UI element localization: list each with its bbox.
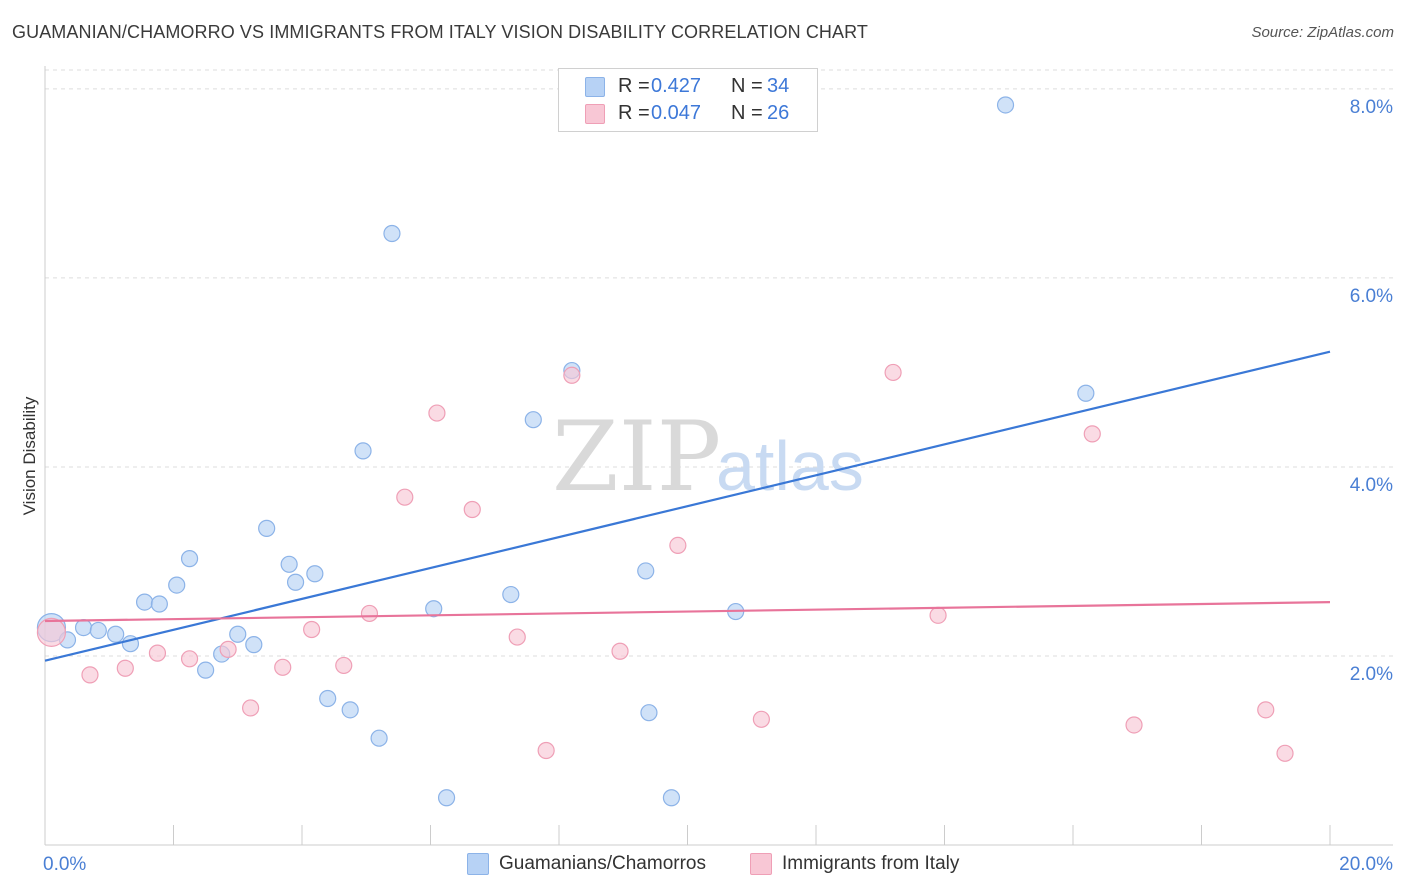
- data-point-italy: [1257, 701, 1275, 719]
- data-point-italy: [360, 604, 379, 623]
- data-point-italy: [303, 620, 321, 639]
- data-point-guamanian: [354, 442, 372, 460]
- data-point-guamanian: [168, 576, 186, 594]
- y-tick-label: 8.0%: [1350, 97, 1393, 118]
- legend-n-value: 26: [767, 102, 790, 124]
- correlation-legend: R = 0.427 N = 34 R = 0.047 N = 26: [558, 68, 818, 132]
- data-point-guamanian: [640, 704, 658, 722]
- bottom-legend-label: Immigrants from Italy: [782, 853, 960, 874]
- data-point-guamanian: [280, 555, 298, 573]
- y-axis-label: Vision Disability: [20, 396, 39, 515]
- trend-layer: [44, 350, 1331, 662]
- legend-swatch-blue: [585, 77, 605, 97]
- data-point-guamanian: [306, 565, 324, 583]
- data-point-guamanian: [229, 625, 247, 643]
- data-point-italy: [1276, 744, 1294, 762]
- data-point-guamanian: [370, 729, 388, 747]
- data-point-italy: [1083, 425, 1101, 443]
- data-point-italy: [463, 500, 481, 519]
- legend-swatch-pink: [585, 104, 605, 124]
- grid-layer: [45, 69, 1393, 657]
- legend-n-label: N =: [731, 102, 763, 124]
- data-point-guamanian: [150, 595, 168, 613]
- bottom-legend-swatch-blue: [467, 853, 489, 875]
- watermark-zip: ZIP: [552, 401, 721, 513]
- data-point-guamanian: [1077, 384, 1095, 402]
- data-point-guamanian: [341, 701, 359, 719]
- data-point-italy: [1125, 716, 1143, 734]
- data-point-italy: [335, 656, 353, 675]
- data-point-guamanian: [258, 519, 276, 537]
- data-point-guamanian: [662, 789, 681, 807]
- data-point-guamanian: [437, 789, 456, 807]
- legend-n-value: 34: [767, 75, 790, 97]
- data-point-guamanian: [74, 619, 93, 637]
- data-point-guamanian: [996, 96, 1015, 114]
- y-tick-label: 6.0%: [1350, 286, 1393, 307]
- data-point-italy: [611, 642, 629, 660]
- data-point-guamanian: [245, 636, 263, 654]
- chart-title: GUAMANIAN/CHAMORRO VS IMMIGRANTS FROM IT…: [12, 22, 869, 42]
- data-point-guamanian: [197, 661, 215, 679]
- data-point-italy: [428, 404, 446, 422]
- x-tick-label: 0.0%: [43, 854, 86, 875]
- trend-line-guamanian: [44, 350, 1331, 662]
- data-point-guamanian: [524, 411, 542, 429]
- data-point-italy: [669, 536, 687, 554]
- data-point-italy: [563, 366, 581, 384]
- tick-layer: 2.0% 4.0% 6.0% 8.0% 0.0% 20.0%: [43, 97, 1393, 875]
- data-point-guamanian: [425, 600, 443, 618]
- data-point-italy: [116, 659, 134, 677]
- data-point-italy: [148, 644, 167, 662]
- data-point-italy: [396, 488, 414, 506]
- bottom-legend-swatch-pink: [750, 853, 772, 875]
- data-point-guamanian: [383, 224, 401, 243]
- legend-n-label: N =: [731, 75, 763, 97]
- data-point-italy: [180, 650, 199, 668]
- data-point-italy: [274, 658, 292, 676]
- data-point-italy: [36, 617, 67, 647]
- axis-layer: [44, 66, 1393, 846]
- data-point-guamanian: [107, 625, 125, 643]
- data-point-italy: [508, 628, 526, 646]
- legend-r-value: 0.427: [651, 75, 702, 97]
- x-tick-label: 20.0%: [1339, 854, 1393, 875]
- legend-r-label: R =: [618, 102, 650, 124]
- data-point-guamanian: [502, 585, 520, 604]
- watermark-atlas: atlas: [716, 427, 864, 505]
- source-credit: Source: ZipAtlas.com: [1251, 24, 1394, 41]
- data-point-italy: [929, 606, 947, 624]
- y-tick-label: 2.0%: [1350, 664, 1393, 685]
- data-point-guamanian: [637, 562, 655, 580]
- data-point-italy: [81, 666, 99, 684]
- data-point-italy: [752, 710, 770, 728]
- data-point-italy: [219, 640, 237, 658]
- data-point-guamanian: [180, 550, 199, 568]
- legend-r-label: R =: [618, 75, 650, 97]
- data-point-italy: [242, 699, 260, 717]
- trend-line-italy: [44, 601, 1331, 623]
- y-tick-label: 4.0%: [1350, 475, 1393, 496]
- data-point-italy: [537, 741, 555, 760]
- data-point-guamanian: [319, 689, 337, 708]
- bottom-legend-label: Guamanians/Chamorros: [499, 853, 706, 874]
- legend-r-value: 0.047: [651, 102, 702, 124]
- data-point-guamanian: [89, 621, 107, 640]
- data-point-guamanian: [286, 573, 305, 591]
- watermark: ZIP atlas: [552, 401, 864, 513]
- data-point-guamanian: [135, 593, 154, 611]
- data-point-italy: [884, 363, 902, 382]
